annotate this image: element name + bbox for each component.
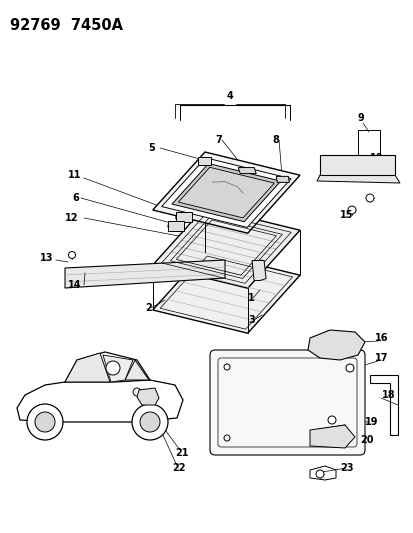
Text: 1: 1	[247, 293, 254, 303]
Circle shape	[176, 213, 183, 221]
Circle shape	[132, 404, 168, 440]
Text: 92769  7450A: 92769 7450A	[10, 18, 123, 33]
Polygon shape	[137, 388, 159, 405]
Circle shape	[315, 470, 323, 478]
Circle shape	[223, 364, 230, 370]
Polygon shape	[152, 152, 299, 233]
Circle shape	[345, 364, 353, 372]
Polygon shape	[125, 360, 149, 380]
Text: 4: 4	[226, 91, 233, 101]
Text: 13: 13	[40, 253, 53, 263]
Text: 11: 11	[68, 170, 81, 180]
Circle shape	[140, 412, 159, 432]
Text: 10: 10	[369, 153, 382, 163]
Circle shape	[35, 412, 55, 432]
Polygon shape	[168, 221, 183, 231]
Text: 8: 8	[271, 135, 278, 145]
Text: 21: 21	[175, 448, 188, 458]
Polygon shape	[171, 164, 280, 222]
Text: 3: 3	[247, 315, 254, 325]
Text: 18: 18	[381, 390, 395, 400]
Text: 2: 2	[145, 303, 152, 313]
Polygon shape	[176, 213, 191, 222]
Polygon shape	[152, 252, 299, 333]
Text: 7: 7	[214, 135, 221, 145]
Polygon shape	[152, 207, 299, 288]
Text: 16: 16	[374, 333, 387, 343]
Polygon shape	[309, 425, 354, 448]
Text: 20: 20	[359, 435, 373, 445]
Polygon shape	[103, 355, 133, 382]
Circle shape	[223, 435, 230, 441]
Polygon shape	[316, 175, 399, 183]
Text: 6: 6	[72, 193, 78, 203]
Text: 15: 15	[339, 210, 353, 220]
Circle shape	[168, 222, 176, 230]
Polygon shape	[252, 261, 266, 280]
Circle shape	[327, 416, 335, 424]
Circle shape	[27, 404, 63, 440]
Circle shape	[133, 388, 141, 396]
Text: 9: 9	[357, 113, 364, 123]
Circle shape	[347, 206, 355, 214]
Polygon shape	[17, 380, 183, 422]
Circle shape	[68, 252, 75, 259]
Polygon shape	[161, 158, 290, 228]
Polygon shape	[178, 167, 274, 218]
Polygon shape	[65, 260, 224, 288]
Text: 12: 12	[65, 213, 78, 223]
Circle shape	[106, 361, 120, 375]
Text: 14: 14	[68, 280, 81, 290]
Polygon shape	[198, 157, 211, 165]
Text: 22: 22	[171, 463, 185, 473]
FancyBboxPatch shape	[209, 350, 364, 455]
Text: 23: 23	[339, 463, 353, 473]
Polygon shape	[314, 425, 349, 445]
Polygon shape	[65, 353, 110, 382]
Text: 17: 17	[374, 353, 387, 363]
Polygon shape	[319, 155, 394, 175]
Circle shape	[365, 194, 373, 202]
Polygon shape	[275, 176, 289, 182]
Text: 5: 5	[147, 143, 154, 153]
Polygon shape	[237, 167, 256, 174]
Polygon shape	[307, 330, 364, 360]
Text: 19: 19	[364, 417, 377, 427]
